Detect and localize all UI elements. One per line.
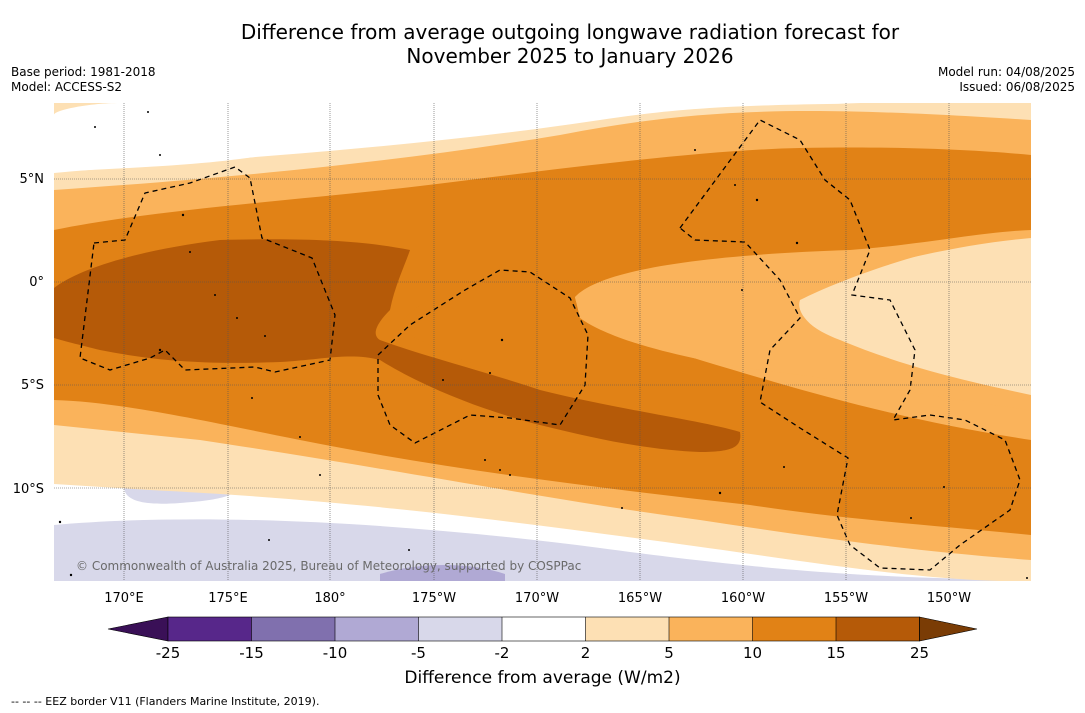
- colorbar-tick-label: 5: [664, 644, 674, 662]
- band-10-15-inner: [397, 275, 587, 375]
- colorbar-tick-label: -2: [495, 644, 510, 662]
- map-title: Difference from average outgoing longwav…: [0, 20, 1085, 68]
- lon-label-165w: 165°W: [618, 591, 662, 606]
- model-name: Model: ACCESS-S2: [11, 80, 123, 94]
- title-line-2: November 2025 to January 2026: [406, 44, 734, 68]
- lat-label-5n: 5°N: [20, 172, 45, 187]
- issued-date: Issued: 06/08/2025: [959, 80, 1075, 94]
- colorbar: -25 -15 -10 -5 -2 2 5 10 15 25: [107, 616, 978, 662]
- map-plot-area: © Commonwealth of Australia 2025, Bureau…: [54, 103, 1031, 581]
- colorbar-swatch-7: [669, 617, 753, 641]
- base-period: Base period: 1981-2018: [11, 65, 156, 79]
- colorbar-swatch-2: [251, 617, 335, 641]
- colorbar-tick-label: -25: [156, 644, 181, 662]
- lon-label-160w: 160°W: [721, 591, 765, 606]
- white-region-nw: [54, 119, 283, 172]
- band-2-5-east-tongue: [799, 235, 1031, 405]
- colorbar-dividers: [251, 617, 837, 641]
- colorbar-tick-label: 25: [910, 644, 929, 662]
- lon-label-170w: 170°W: [515, 591, 559, 606]
- eez-footnote: -- -- -- EEZ border V11 (Flanders Marine…: [11, 695, 320, 708]
- colorbar-label: Difference from average (W/m2): [404, 668, 681, 688]
- title-line-1: Difference from average outgoing longwav…: [240, 20, 900, 44]
- colorbar-swatch-5: [502, 617, 586, 641]
- lon-label-170e: 170°E: [104, 591, 144, 606]
- colorbar-swatch-8: [752, 617, 836, 641]
- colorbar-tick-label: -15: [239, 644, 264, 662]
- colorbar-swatch-4: [418, 617, 502, 641]
- band-neg-5-10-patch: [380, 565, 505, 581]
- colorbar-tick-label: -5: [411, 644, 426, 662]
- colorbar-tick-label: 2: [581, 644, 591, 662]
- colorbar-swatch-9: [836, 617, 920, 641]
- band-15-25: [54, 239, 741, 452]
- lat-label-0: 0°: [29, 275, 44, 290]
- island-markers: [58, 111, 1028, 579]
- copyright-text: © Commonwealth of Australia 2025, Bureau…: [76, 559, 581, 573]
- meta-left: Base period: 1981-2018 Model: ACCESS-S2: [11, 65, 156, 95]
- model-run: Model run: 04/08/2025: [937, 65, 1075, 79]
- colorbar-extend-low: [107, 616, 169, 642]
- lon-label-155w: 155°W: [824, 591, 868, 606]
- lat-label-10s: 10°S: [13, 482, 44, 497]
- eez-border-1: [79, 166, 336, 373]
- colorbar-tick-label: -10: [323, 644, 348, 662]
- lon-label-175w: 175°W: [412, 591, 456, 606]
- lon-label-175e: 175°E: [208, 591, 248, 606]
- colorbar-swatch-3: [335, 617, 419, 641]
- colorbar-swatch-6: [585, 617, 669, 641]
- lon-label-180: 180°: [314, 591, 345, 606]
- meta-right: Model run: 04/08/2025 Issued: 06/08/2025: [938, 65, 1075, 95]
- band-5-10-east-tongue: [575, 230, 1031, 410]
- colorbar-tick-label: 10: [743, 644, 762, 662]
- colorbar-swatch-1: [168, 617, 252, 641]
- eez-border-3: [679, 119, 1021, 571]
- lat-label-5s: 5°S: [21, 378, 44, 393]
- colorbar-outline: [167, 616, 920, 642]
- map-gridlines: [54, 103, 1031, 581]
- colorbar-tick-label: 15: [826, 644, 845, 662]
- colorbar-extend-high: [919, 616, 978, 642]
- lon-label-150w: 150°W: [927, 591, 971, 606]
- band-neg-2-5: [54, 519, 1031, 581]
